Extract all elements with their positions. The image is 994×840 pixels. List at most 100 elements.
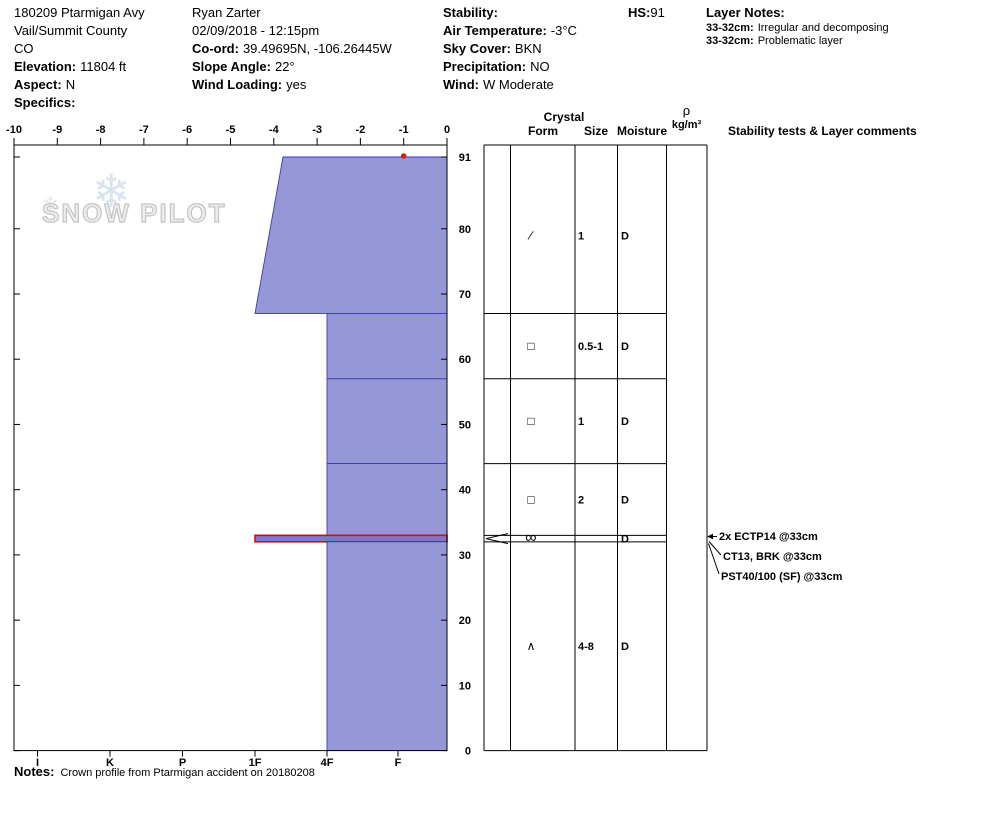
depth-tick-label: 80 <box>459 224 471 236</box>
snowflake-icon: ❄ <box>42 194 59 216</box>
depth-tick-label: 0 <box>465 746 471 758</box>
wind-loading-value: yes <box>286 77 307 92</box>
air-temp-value: -3°C <box>550 23 577 38</box>
notes-label: Notes: <box>14 764 55 779</box>
notes-text: Crown profile from Ptarmigan accident on… <box>60 767 315 779</box>
profile-layer <box>326 313 448 380</box>
grain-form-symbol: □ <box>527 414 534 428</box>
depth-tick-label: 40 <box>459 485 471 497</box>
grain-size: 1 <box>578 230 584 242</box>
coord-label: Co-ord: <box>192 41 239 56</box>
snowflake-icon: ❄ <box>92 165 131 217</box>
depth-tick-label: 91 <box>459 152 471 164</box>
hardness-tick-label: K <box>106 757 114 769</box>
moisture-header: Moisture <box>616 124 667 138</box>
grain-size: 2 <box>578 494 584 506</box>
grain-size: 0.5-1 <box>578 341 603 353</box>
grain-form-symbol: ∕ <box>527 228 534 242</box>
depth-tick-label: 20 <box>459 615 471 627</box>
depth-tick-label: 10 <box>459 680 471 692</box>
grain-form-symbol: ∧ <box>527 639 536 653</box>
temp-tick-label: -4 <box>269 124 280 136</box>
pit-state: CO <box>14 41 34 56</box>
moisture: D <box>621 641 629 653</box>
moisture: D <box>621 230 629 242</box>
snowpilot-logo: ❄ ❄ SNOW PILOT <box>40 165 270 240</box>
hardness-tick-label: 1F <box>249 757 262 769</box>
pit-region: Vail/Summit County <box>14 23 128 38</box>
grain-form-symbol: □ <box>527 492 534 506</box>
hardness-tick-label: I <box>36 757 39 769</box>
hardness-tick-label: F <box>395 757 402 769</box>
slope-angle-value: 22° <box>274 59 295 74</box>
coord-value: 39.49695N, -106.26445W <box>242 41 392 56</box>
profile-layer <box>254 156 448 315</box>
temp-tick-label: -3 <box>312 124 322 136</box>
wind-value: W Moderate <box>482 77 554 92</box>
hardness-tick-label: P <box>179 757 186 769</box>
form-header: Form <box>528 124 558 138</box>
temp-tick-label: -7 <box>139 124 149 136</box>
stability-test-annotation: 2x ECTP14 @33cm <box>719 531 818 543</box>
temp-tick-label: -2 <box>356 124 366 136</box>
layer-note-range: 33-32cm: <box>706 35 754 47</box>
aspect-label: Aspect: <box>14 77 62 92</box>
wind-label: Wind: <box>443 77 479 92</box>
grain-form-symbol: ∞ <box>525 530 536 547</box>
elevation-value: 11804 ft <box>80 59 127 74</box>
profile-layer <box>254 534 448 543</box>
depth-tick-label: 30 <box>459 550 471 562</box>
wind-loading-label: Wind Loading: <box>192 77 283 92</box>
aspect-value: N <box>65 77 76 92</box>
flagged-layer-marker <box>485 533 509 545</box>
moisture: D <box>621 416 629 428</box>
crystal-header: Crystal <box>543 110 585 124</box>
temp-tick-label: 0 <box>444 124 450 136</box>
depth-tick-label: 60 <box>459 354 471 366</box>
elevation-label: Elevation: <box>14 59 77 74</box>
conditions-block: Stability: Air Temperature: -3°C Sky Cove… <box>443 4 577 94</box>
specifics-label: Specifics: <box>14 95 76 110</box>
stability-tests-header: Stability tests & Layer comments <box>728 124 917 138</box>
layer-note-text: Irregular and decomposing <box>757 22 889 34</box>
notes-block: Notes: Crown profile from Ptarmigan accid… <box>14 763 315 781</box>
layer-notes-block: Layer Notes: 33-32cm: Irregular and decom… <box>706 4 889 48</box>
slope-angle-label: Slope Angle: <box>192 59 271 74</box>
hardness-tick-label: 4F <box>321 757 334 769</box>
moisture: D <box>621 341 629 353</box>
temp-tick-label: -6 <box>182 124 192 136</box>
sky-cover-label: Sky Cover: <box>443 41 511 56</box>
stability-label: Stability: <box>443 5 498 20</box>
location-block: 180209 Ptarmigan Avy Vail/Summit County … <box>14 4 145 112</box>
density-rho-header: ρ <box>682 103 691 118</box>
hs-value: 91 <box>650 5 665 20</box>
observer-name: Ryan Zarter <box>192 5 261 20</box>
temp-tick-label: -8 <box>96 124 106 136</box>
precip-value: NO <box>530 59 550 74</box>
temp-tick-label: -1 <box>399 124 409 136</box>
observation-datetime: 02/09/2018 - 12:15pm <box>192 23 320 38</box>
sky-cover-value: BKN <box>514 41 542 56</box>
profile-layer <box>326 541 448 752</box>
grain-size: 1 <box>578 416 584 428</box>
hs-label: HS: <box>628 5 651 20</box>
size-header: Size <box>583 124 608 138</box>
pit-title: 180209 Ptarmigan Avy <box>14 5 145 20</box>
layer-notes-title: Layer Notes: <box>706 5 785 20</box>
logo-text: SNOW PILOT <box>41 197 227 228</box>
profile-layer <box>326 378 448 465</box>
grain-size: 4-8 <box>578 641 594 653</box>
moisture: D <box>621 534 629 546</box>
moisture: D <box>621 494 629 506</box>
density-unit-header: kg/m³ <box>671 119 702 131</box>
layer-note-range: 33-32cm: <box>706 22 754 34</box>
grain-form-symbol: □ <box>527 339 534 353</box>
temp-tick-label: -5 <box>226 124 236 136</box>
depth-tick-label: 70 <box>459 289 471 301</box>
stability-test-annotation: CT13, BRK @33cm <box>723 551 822 563</box>
temperature-point <box>400 153 407 159</box>
air-temp-label: Air Temperature: <box>443 23 547 38</box>
annotation-arrowhead <box>707 533 713 540</box>
